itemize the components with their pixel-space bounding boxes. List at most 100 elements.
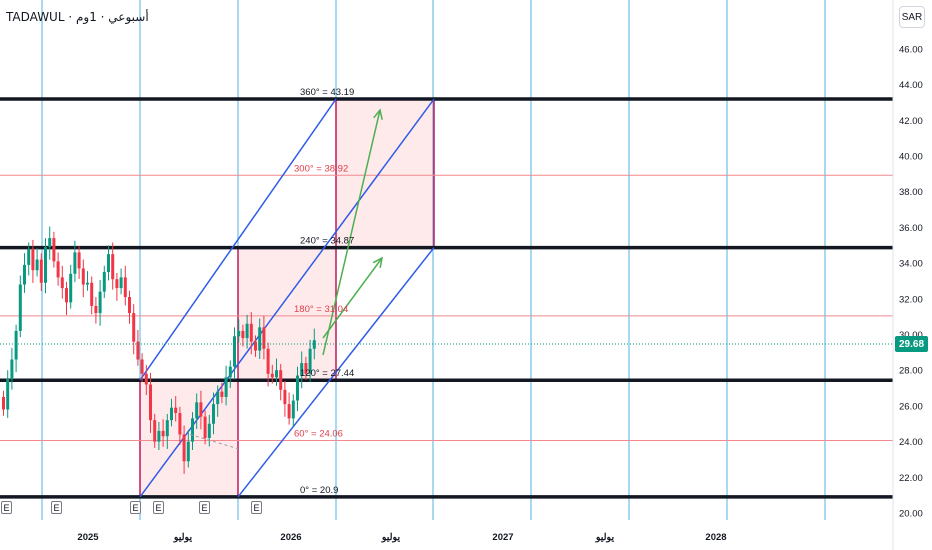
candle-body [233,336,236,367]
candle-body [258,327,262,351]
candle-body [115,279,119,289]
time-tick: 2025 [77,532,99,543]
candle-body [90,282,94,306]
candle-body [279,370,283,390]
candle-body [2,396,5,410]
candle-body [132,313,136,342]
candle-body [157,430,161,442]
price-tick: 38.00 [899,187,923,198]
candle-body [123,277,127,298]
candle-body [35,259,39,271]
candle-body [199,402,203,417]
candle-body [195,402,199,419]
candle-body [77,252,81,269]
gann-box [335,98,435,249]
price-tick: 28.00 [899,366,923,377]
candle-body [312,340,316,349]
candle-body [304,363,308,374]
time-tick: يوليو [173,532,193,543]
candle-body [270,373,274,378]
candle-body [31,248,35,271]
earnings-event-marker[interactable]: E [51,501,62,514]
candle-body [203,416,207,439]
candle-body [237,330,241,337]
gann-levels [0,97,893,499]
last-price-badge: 29.68 [895,336,928,352]
candle-body [170,407,173,421]
earnings-event-marker[interactable]: E [1,501,12,514]
candle-body [39,259,43,283]
earnings-event-marker[interactable]: E [199,501,210,514]
earnings-event-marker[interactable]: E [153,501,164,514]
candle-body [140,359,144,374]
candle-body [107,254,110,273]
candle-body [60,277,64,289]
candle-body [48,238,52,248]
candle-body [65,288,68,303]
arrow-head [372,256,384,268]
candle-body [73,252,77,274]
candle-body [27,248,31,265]
candle-body [266,348,270,374]
price-tick: 42.00 [899,116,923,127]
candle-body [300,363,304,376]
price-tick: 22.00 [899,473,923,484]
candle-body [283,389,287,405]
candle-body [212,404,215,424]
candle-body [18,284,22,331]
price-tick: 26.00 [899,401,923,412]
earnings-event-marker[interactable]: E [130,501,141,514]
gann-boxes [139,98,435,498]
price-tick: 24.00 [899,437,923,448]
price-tick: 20.00 [899,509,923,520]
candle-body [245,323,249,339]
candle-body [23,264,26,285]
candle-body [128,297,131,314]
candle-body [6,379,10,410]
gann-level-label: 60° = 24.06 [294,429,343,440]
gann-level-label: 0° = 20.9 [300,485,338,496]
price-channel [139,98,435,498]
candle-body [81,268,85,285]
currency-button[interactable]: SAR [899,6,925,28]
candle-body [296,375,299,401]
candle-body [287,404,291,419]
channel-line [139,98,435,498]
candle-body [94,305,98,314]
price-scale[interactable]: 46.00 44.00 42.00 40.00 38.00 36.00 34.00 32.00… [899,44,923,519]
candle-body [308,348,312,374]
gann-level-label: 300° = 38.92 [294,163,348,174]
channel-line [139,98,337,381]
time-tick: يوليو [381,532,401,543]
candle-body [165,420,169,437]
gann-level-label: 360° = 43.19 [300,87,354,98]
candle-body [275,370,278,378]
candle-body [262,327,266,349]
price-tick: 34.00 [899,259,923,270]
candle-body [69,273,73,303]
candle-body [254,341,257,351]
candle-body [224,377,228,397]
candle-body [56,261,60,278]
projection-arrow [322,109,381,356]
time-scale[interactable]: 2025 يوليو 2026 يوليو 2027 يوليو 2028 [77,532,726,543]
symbol-title[interactable]: TADAWUL · أسبوعي · 1وم [6,10,149,24]
candle-body [111,254,115,280]
time-tick: 2027 [492,532,513,543]
time-tick: 2026 [280,532,301,543]
candle-body [144,373,148,385]
candle-body [136,341,140,360]
candle-body [14,330,18,360]
candle-body [149,384,152,421]
gann-level-labels: 360° = 43.19 300° = 38.92 240° = 34.87 180°… [294,87,354,496]
price-tick: 32.00 [899,294,923,305]
gann-level-label: 120° = 27.44 [300,368,354,379]
candle-body [174,407,178,414]
gann-level-label: 240° = 34.87 [300,236,354,247]
candle-body [191,418,194,442]
candle-body [86,282,89,285]
price-tick: 40.00 [899,152,923,163]
earnings-event-marker[interactable]: E [251,501,262,514]
price-tick: 46.00 [899,44,923,55]
